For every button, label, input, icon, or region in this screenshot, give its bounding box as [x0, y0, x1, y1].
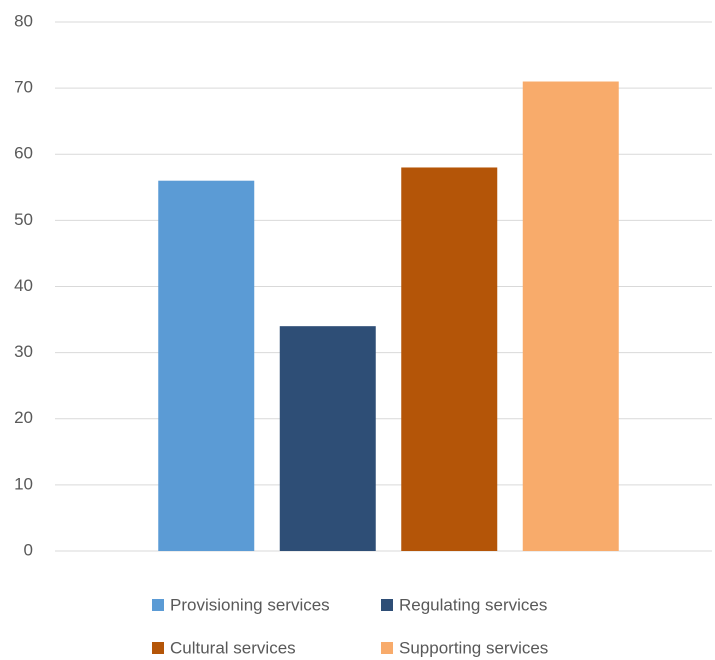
- y-tick-label: 40: [14, 276, 33, 295]
- legend-label: Regulating services: [399, 595, 547, 614]
- bar: [158, 180, 255, 551]
- y-tick-label: 70: [14, 78, 33, 97]
- legend-label: Supporting services: [399, 638, 548, 657]
- legend-label: Provisioning services: [170, 595, 330, 614]
- legend-swatch: [381, 599, 393, 611]
- legend-label: Cultural services: [170, 638, 296, 657]
- y-tick-label: 20: [14, 408, 33, 427]
- legend-swatch: [152, 642, 164, 654]
- y-tick-label: 10: [14, 474, 33, 493]
- y-tick-label: 80: [14, 11, 33, 30]
- bar: [522, 81, 619, 551]
- y-tick-label: 60: [14, 144, 33, 163]
- y-tick-label: 50: [14, 210, 33, 229]
- y-tick-label: 30: [14, 342, 33, 361]
- y-tick-label: 0: [24, 540, 33, 559]
- legend-swatch: [381, 642, 393, 654]
- bar: [279, 326, 376, 551]
- legend-swatch: [152, 599, 164, 611]
- bar: [401, 167, 498, 551]
